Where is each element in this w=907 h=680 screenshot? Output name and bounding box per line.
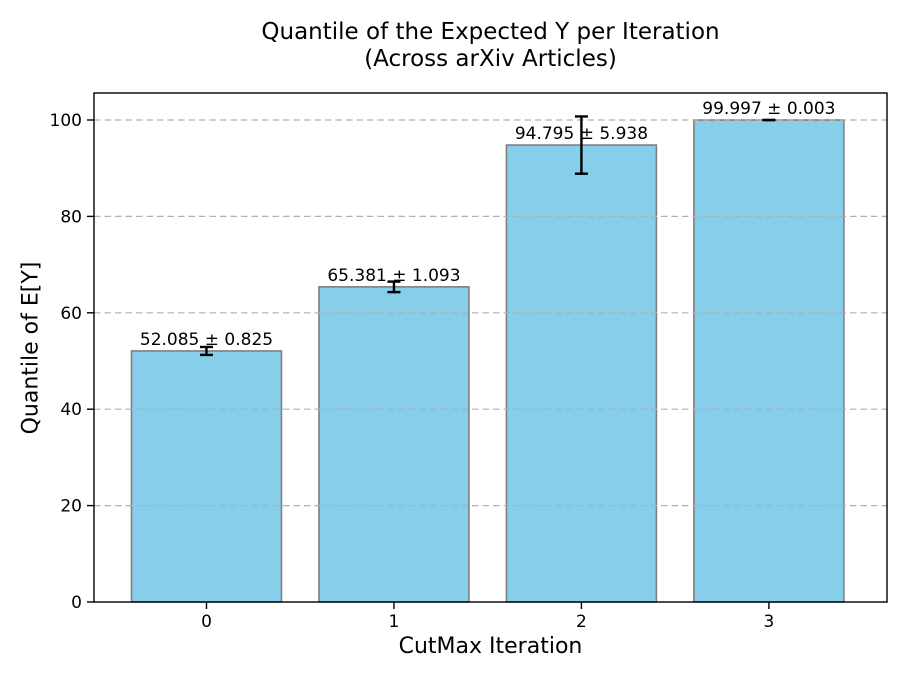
plot-border <box>93 92 888 603</box>
x-tick-label: 3 <box>763 612 774 632</box>
bar-iter-1 <box>318 286 470 603</box>
y-tick-label: 20 <box>60 497 82 517</box>
y-tick-label: 60 <box>60 304 82 324</box>
bar-value-label: 99.997 ± 0.003 <box>702 99 835 119</box>
bar-value-label: 94.795 ± 5.938 <box>515 124 648 144</box>
chart-title-block: Quantile of the Expected Y per Iteration… <box>94 19 887 73</box>
y-tick-label: 80 <box>60 207 82 227</box>
bar-iter-3 <box>693 119 845 603</box>
chart-subtitle: (Across arXiv Articles) <box>364 46 617 72</box>
chart-title: Quantile of the Expected Y per Iteration <box>261 19 720 45</box>
y-tick-label: 0 <box>71 593 82 613</box>
bar-iter-0 <box>130 350 283 603</box>
bar-value-label: 65.381 ± 1.093 <box>327 266 460 286</box>
x-tick-label: 2 <box>576 612 587 632</box>
y-tick-label: 40 <box>60 400 82 420</box>
x-axis-label: CutMax Iteration <box>398 634 583 659</box>
x-tick-label: 1 <box>389 612 400 632</box>
y-tick-label: 100 <box>50 111 82 131</box>
bar-iter-2 <box>505 144 658 603</box>
bar-value-label: 52.085 ± 0.825 <box>140 330 273 350</box>
x-tick-label: 0 <box>201 612 212 632</box>
